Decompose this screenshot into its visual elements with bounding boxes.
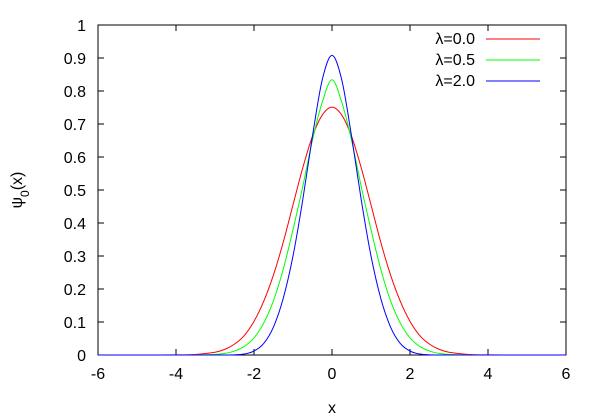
x-tick-label: -6 bbox=[91, 366, 105, 383]
legend: λ=0.0 λ=0.5 λ=2.0 bbox=[435, 31, 540, 90]
y-tick-label: 0.4 bbox=[64, 216, 86, 233]
y-axis-ticks: 0 0.1 0.2 0.3 0.4 0.5 0.6 0.7 0.8 0.9 1 bbox=[64, 18, 566, 365]
x-tick-label: 0 bbox=[328, 366, 337, 383]
y-tick-label: 0 bbox=[77, 348, 86, 365]
plot-frame bbox=[97, 24, 567, 356]
y-axis-label: ψ0(x) bbox=[9, 172, 32, 209]
legend-label-3: λ=2.0 bbox=[435, 73, 475, 90]
series-line-1 bbox=[98, 106, 566, 356]
y-tick-label: 1 bbox=[77, 18, 86, 35]
y-tick-label: 0.5 bbox=[64, 183, 86, 200]
y-tick-label: 0.3 bbox=[64, 249, 86, 266]
x-tick-label: 6 bbox=[562, 366, 571, 383]
legend-label-1: λ=0.0 bbox=[435, 31, 475, 48]
x-tick-label: 4 bbox=[484, 366, 493, 383]
y-tick-label: 0.9 bbox=[64, 51, 86, 68]
y-tick-label: 0.8 bbox=[64, 84, 86, 101]
x-tick-label: -2 bbox=[247, 366, 261, 383]
series-line-3 bbox=[98, 54, 566, 356]
x-axis-label: x bbox=[328, 400, 336, 417]
y-tick-label: 0.1 bbox=[64, 315, 86, 332]
x-tick-label: 2 bbox=[406, 366, 415, 383]
y-tick-label: 0.7 bbox=[64, 117, 86, 134]
series-line-2 bbox=[98, 79, 566, 356]
legend-label-2: λ=0.5 bbox=[435, 52, 475, 69]
x-axis-ticks: -6 -4 -2 0 2 4 6 bbox=[91, 25, 571, 383]
series-curves bbox=[98, 54, 566, 356]
y-tick-label: 0.6 bbox=[64, 150, 86, 167]
plot-border bbox=[97, 24, 567, 356]
y-tick-label: 0.2 bbox=[64, 282, 86, 299]
x-tick-label: -4 bbox=[169, 366, 183, 383]
